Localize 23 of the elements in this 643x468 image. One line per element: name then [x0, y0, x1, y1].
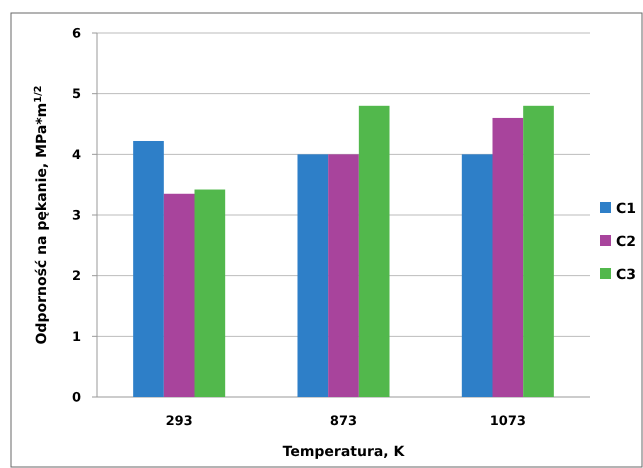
bar: [523, 106, 554, 397]
legend-label: C3: [616, 266, 636, 283]
legend-label: C1: [616, 200, 636, 217]
bar: [358, 106, 390, 397]
bar: [194, 190, 226, 397]
y-tick-label: 4: [72, 148, 81, 163]
legend-label: C2: [616, 234, 636, 250]
y-tick-label: 0: [72, 390, 81, 406]
x-tick-label: 1073: [490, 414, 526, 429]
bar: [297, 154, 328, 397]
y-tick-label: 1: [72, 330, 81, 345]
y-tick-label: 3: [72, 208, 81, 224]
bar: [462, 154, 492, 397]
x-axis-title: Temperatura, K: [282, 444, 406, 460]
x-tick-label: 293: [166, 414, 193, 429]
y-tick-label: 2: [72, 269, 81, 284]
bar: [328, 154, 359, 397]
y-tick-label: 6: [72, 26, 81, 42]
y-tick-label: 5: [72, 87, 81, 102]
x-tick-label: 873: [330, 414, 358, 429]
bar: [133, 140, 164, 397]
bar: [492, 118, 524, 397]
bar: [164, 194, 195, 397]
